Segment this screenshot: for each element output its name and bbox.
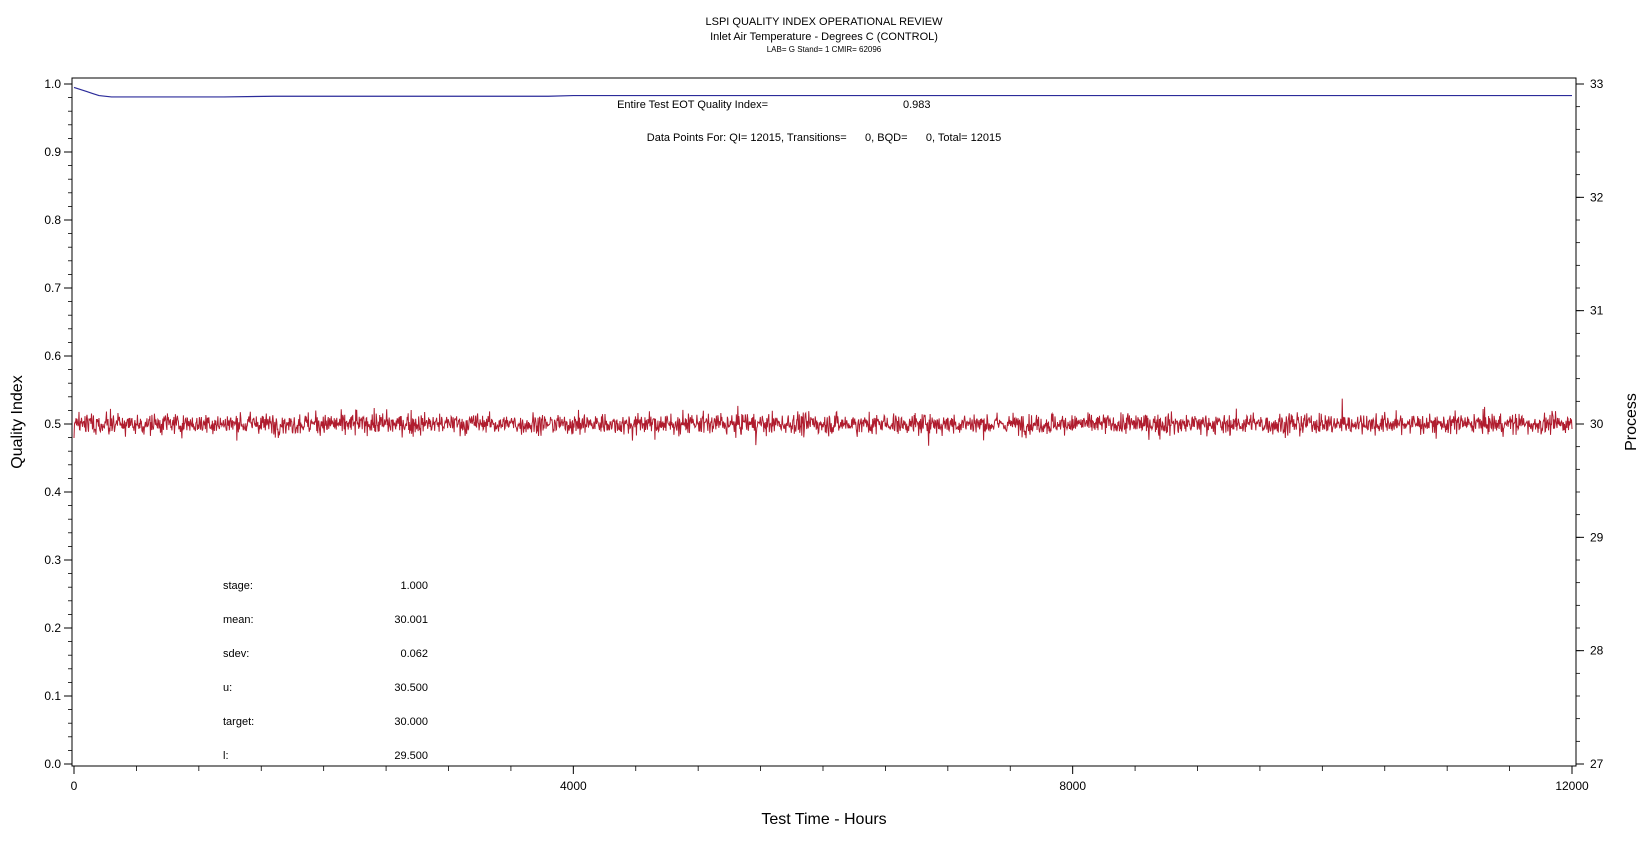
- stat-label: u:: [223, 682, 232, 694]
- y-tick-label: 0.2: [44, 621, 61, 635]
- stat-label: target:: [223, 716, 254, 728]
- eot-quality-label: Entire Test EOT Quality Index=: [617, 99, 768, 111]
- stat-label: l:: [223, 750, 229, 762]
- y2-tick-label: 30: [1590, 417, 1604, 431]
- x-tick-label: 8000: [1059, 779, 1086, 793]
- stat-label: stage:: [223, 580, 253, 592]
- y-tick-label: 0.8: [44, 213, 61, 227]
- eot-quality-value: 0.983: [903, 99, 931, 111]
- stat-label: mean:: [223, 614, 254, 626]
- stat-value: 30.500: [394, 682, 428, 694]
- y-tick-label: 0.5: [44, 417, 61, 431]
- y-tick-label: 0.1: [44, 689, 61, 703]
- quality-index-series-line: [73, 86, 1572, 98]
- y2-tick-label: 29: [1590, 530, 1604, 544]
- x-tick-label: 12000: [1555, 779, 1589, 793]
- y-tick-label: 0.0: [44, 757, 61, 771]
- chart-subtitle-2: LAB= G Stand= 1 CMIR= 62096: [767, 45, 882, 54]
- process-series-line: [73, 398, 1573, 446]
- x-tick-label: 4000: [560, 779, 587, 793]
- y-tick-label: 1.0: [44, 77, 61, 91]
- x-axis-title: Test Time - Hours: [761, 811, 886, 828]
- right-axis: 27 28 29 30 31 32 33: [1576, 77, 1604, 771]
- stat-value: 1.000: [400, 580, 428, 592]
- chart-subtitle: Inlet Air Temperature - Degrees C (CONTR…: [710, 31, 938, 43]
- y2-axis-title: Process: [1623, 393, 1640, 451]
- series-layer: [73, 86, 1573, 446]
- y2-tick-label: 28: [1590, 644, 1604, 658]
- y2-tick-label: 27: [1590, 757, 1604, 771]
- y2-tick-label: 32: [1590, 190, 1604, 204]
- bottom-axis: 0 4000 8000 12000: [71, 766, 1589, 793]
- stat-label: sdev:: [223, 648, 249, 660]
- y2-tick-label: 33: [1590, 77, 1604, 91]
- y-tick-label: 0.6: [44, 349, 61, 363]
- chart-title: LSPI QUALITY INDEX OPERATIONAL REVIEW: [706, 16, 944, 28]
- stat-value: 0.062: [400, 648, 428, 660]
- x-tick-label: 0: [71, 779, 78, 793]
- stat-value: 29.500: [394, 750, 428, 762]
- stat-value: 30.000: [394, 716, 428, 728]
- left-axis: 0.0 0.1 0.2 0.3 0.4 0.5 0.6 0.7 0.8 0.9 1.0: [44, 77, 72, 771]
- y-tick-label: 0.7: [44, 281, 61, 295]
- y-tick-label: 0.9: [44, 145, 61, 159]
- stat-value: 30.001: [394, 614, 428, 626]
- y-tick-label: 0.3: [44, 553, 61, 567]
- plot-frame: [71, 77, 1577, 767]
- stats-block: stage: 1.000 mean: 30.001 sdev: 0.062 u: 30.500…: [223, 580, 428, 762]
- y-tick-label: 0.4: [44, 485, 61, 499]
- y-axis-title: Quality Index: [9, 375, 26, 468]
- data-points-summary: Data Points For: QI= 12015, Transitions=…: [647, 132, 1001, 144]
- y2-tick-label: 31: [1590, 304, 1604, 318]
